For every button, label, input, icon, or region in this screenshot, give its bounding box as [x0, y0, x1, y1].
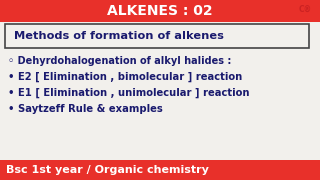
- Bar: [0, 160, 320, 180]
- Text: ◦ Dehyrdohalogenation of alkyl halides :: ◦ Dehyrdohalogenation of alkyl halides :: [8, 56, 231, 66]
- Text: • E2 [ Elimination , bimolecular ] reaction: • E2 [ Elimination , bimolecular ] react…: [8, 72, 242, 82]
- Text: • Saytzeff Rule & examples: • Saytzeff Rule & examples: [8, 104, 163, 114]
- Text: C®: C®: [299, 4, 312, 14]
- Text: • E1 [ Elimination , unimolecular ] reaction: • E1 [ Elimination , unimolecular ] reac…: [8, 88, 250, 98]
- Text: Bsc 1st year / Organic chemistry: Bsc 1st year / Organic chemistry: [6, 165, 209, 175]
- FancyBboxPatch shape: [5, 24, 309, 48]
- Text: ALKENES : 02: ALKENES : 02: [107, 4, 213, 18]
- Text: Methods of formation of alkenes: Methods of formation of alkenes: [14, 31, 224, 41]
- Bar: [0, 0, 320, 22]
